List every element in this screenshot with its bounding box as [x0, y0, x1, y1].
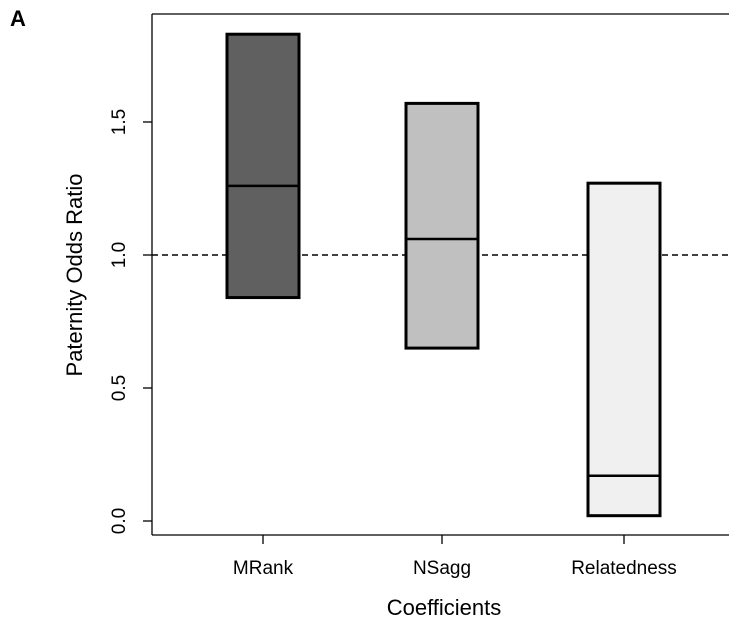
x-tick-label: Relatedness [571, 558, 677, 579]
y-tick-label: 0.5 [109, 375, 130, 401]
panel-label: A [10, 6, 26, 31]
y-tick-label: 1.5 [109, 109, 130, 135]
y-tick-label: 0.0 [109, 508, 130, 534]
box-mrank [225, 32, 301, 300]
x-axis-label: Coefficients [387, 595, 502, 620]
x-tick-label: MRank [233, 558, 294, 579]
y-axis-label: Paternity Odds Ratio [62, 174, 87, 377]
box-relatedness [586, 181, 662, 518]
x-ticks-group: MRank NSagg Relatedness [233, 535, 677, 579]
box-nsagg [404, 101, 480, 350]
y-ticks-group: 0.0 0.5 1.0 1.5 [109, 109, 152, 534]
x-tick-label: NSagg [413, 558, 471, 579]
axes [151, 13, 729, 536]
y-tick-label: 1.0 [109, 242, 130, 268]
boxes-group [225, 32, 662, 518]
